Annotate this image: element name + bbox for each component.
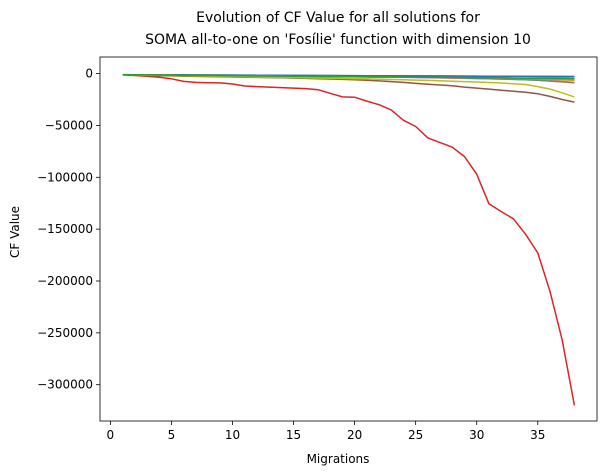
x-tick-label: 20 bbox=[347, 428, 362, 442]
y-tick-label: −50000 bbox=[45, 118, 93, 132]
series-line-4 bbox=[122, 74, 576, 406]
x-axis-label: Migrations bbox=[307, 452, 370, 466]
x-tick-label: 30 bbox=[469, 428, 484, 442]
x-tick-label: 25 bbox=[408, 428, 423, 442]
y-tick-label: −300000 bbox=[37, 378, 93, 392]
y-tick-label: −200000 bbox=[37, 274, 93, 288]
x-tick-label: 35 bbox=[530, 428, 545, 442]
y-tick-label: −150000 bbox=[37, 222, 93, 236]
x-tick-label: 0 bbox=[107, 428, 115, 442]
y-axis-label: CF Value bbox=[8, 206, 22, 258]
y-tick-label: −100000 bbox=[37, 170, 93, 184]
y-tick-label: −250000 bbox=[37, 326, 93, 340]
y-tick-label: 0 bbox=[85, 67, 93, 81]
plot-area-frame bbox=[99, 56, 598, 422]
chart-title-line-1: Evolution of CF Value for all solutions … bbox=[196, 10, 480, 26]
series-line-13 bbox=[122, 73, 575, 80]
x-tick-label: 5 bbox=[168, 428, 176, 442]
x-tick-label: 10 bbox=[225, 428, 240, 442]
series-layer bbox=[122, 73, 576, 406]
chart-title-line-2: SOMA all-to-one on 'Fosílie' function wi… bbox=[145, 32, 531, 48]
x-tick-label: 15 bbox=[286, 428, 301, 442]
ticks-layer: 0 5 10 15 20 25 30 35 0 −50000 −100000 −150000 −2000… bbox=[37, 67, 545, 442]
